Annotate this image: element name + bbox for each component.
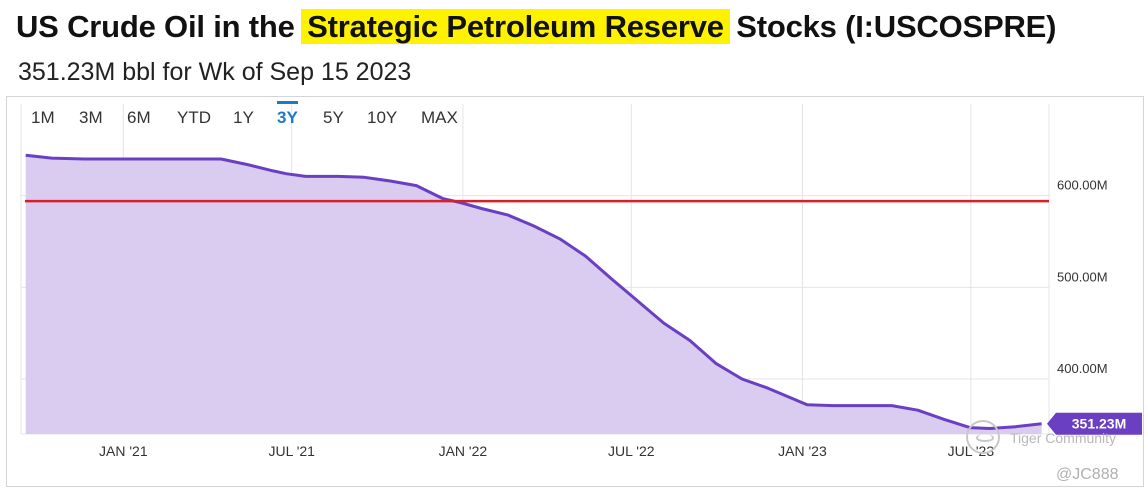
range-tab-3y[interactable]: 3Y (277, 101, 298, 132)
y-tick-label: 600.00M (1057, 178, 1108, 193)
last-value-badge (1047, 412, 1142, 435)
watermark-text: Tiger Community (1010, 430, 1117, 446)
y-tick-label: 400.00M (1057, 361, 1108, 376)
range-tab-10y[interactable]: 10Y (367, 108, 398, 127)
range-tabs: 1M 3M 6M YTD 1Y 3Y 5Y 10Y MAX (7, 96, 1143, 136)
range-tab-5y[interactable]: 5Y (323, 108, 344, 127)
title-highlight: Strategic Petroleum Reserve (301, 9, 730, 44)
page-title: US Crude Oil in the Strategic Petroleum … (16, 6, 1056, 48)
range-tab-1y[interactable]: 1Y (233, 108, 254, 127)
chart-svg: JAN '21 JUL '21 JAN '22 JUL '22 JAN '23 JUL '… (20, 104, 1142, 459)
last-value-label: 351.23M (1072, 416, 1126, 432)
x-tick-label: JUL '22 (608, 443, 655, 459)
y-tick-label: 500.00M (1057, 269, 1108, 284)
x-tick-label: JUL '21 (268, 443, 315, 459)
series-line (25, 153, 1042, 430)
range-tab-3m[interactable]: 3M (79, 108, 103, 127)
title-suffix: Stocks (I:USCOSPRE) (727, 9, 1057, 44)
x-tick-label: JAN '23 (778, 443, 827, 459)
watermark-handle: @JC888 (1056, 466, 1119, 483)
range-tab-1m[interactable]: 1M (31, 108, 55, 127)
chart-top-border (7, 96, 1143, 97)
x-tick-label: JAN '22 (439, 443, 488, 459)
range-tab-max[interactable]: MAX (421, 108, 458, 127)
chart-container: JAN '21 JUL '21 JAN '22 JUL '22 JAN '23 JUL '… (6, 96, 1144, 487)
range-tab-6m[interactable]: 6M (127, 108, 151, 127)
title-prefix: US Crude Oil in the (16, 9, 304, 44)
x-tick-label: JAN '21 (99, 443, 148, 459)
range-tab-ytd[interactable]: YTD (177, 108, 211, 127)
page-subtitle: 351.23M bbl for Wk of Sep 15 2023 (18, 58, 412, 86)
tiger-logo-icon (966, 420, 1000, 454)
series-area (25, 155, 1042, 435)
